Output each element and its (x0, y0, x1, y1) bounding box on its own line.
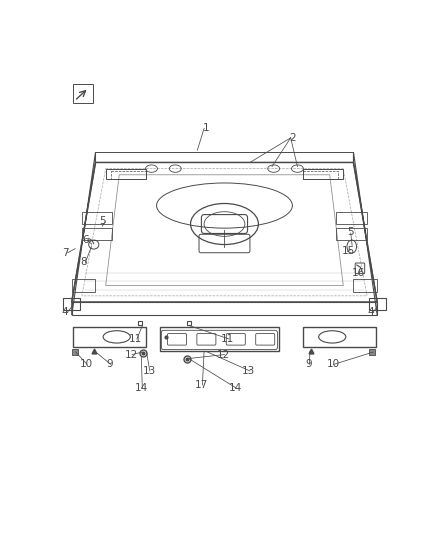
Text: 5: 5 (99, 216, 106, 226)
Text: 12: 12 (217, 350, 230, 360)
Text: 8: 8 (80, 257, 87, 267)
Text: 14: 14 (134, 383, 148, 393)
Text: 16: 16 (352, 268, 365, 278)
Text: 9: 9 (106, 359, 113, 369)
Text: 1: 1 (202, 123, 209, 133)
Text: 4: 4 (367, 307, 374, 317)
Text: 10: 10 (327, 359, 339, 369)
Text: 6: 6 (82, 235, 88, 245)
Text: 13: 13 (242, 366, 255, 376)
Text: 12: 12 (124, 350, 138, 360)
Text: 10: 10 (79, 359, 92, 369)
Text: 5: 5 (347, 227, 353, 237)
Text: 4: 4 (62, 307, 68, 317)
Text: 11: 11 (129, 334, 142, 344)
Text: 15: 15 (342, 246, 355, 256)
Text: 9: 9 (305, 359, 312, 369)
Text: 14: 14 (229, 383, 242, 393)
Text: 7: 7 (62, 248, 68, 258)
Text: 17: 17 (195, 380, 208, 390)
Text: 13: 13 (142, 366, 156, 376)
Text: 11: 11 (221, 334, 234, 344)
Text: 2: 2 (289, 133, 296, 143)
